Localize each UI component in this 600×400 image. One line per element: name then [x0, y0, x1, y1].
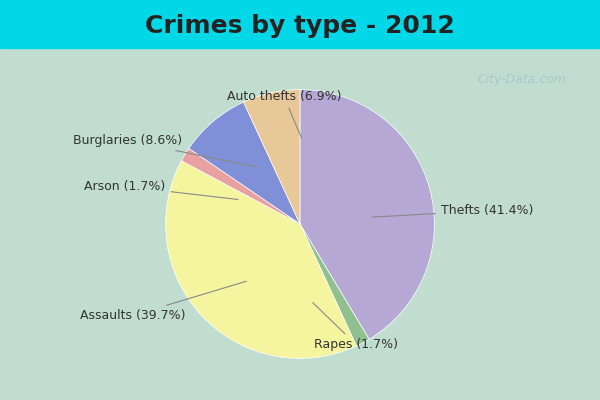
Text: Thefts (41.4%): Thefts (41.4%) — [373, 204, 533, 217]
Text: Assaults (39.7%): Assaults (39.7%) — [80, 281, 246, 322]
Text: Arson (1.7%): Arson (1.7%) — [85, 180, 238, 200]
Text: City-Data.com: City-Data.com — [478, 74, 566, 86]
Text: Auto thefts (6.9%): Auto thefts (6.9%) — [227, 90, 341, 138]
Bar — [0, 0, 600, 48]
Text: Rapes (1.7%): Rapes (1.7%) — [313, 302, 398, 352]
Wedge shape — [300, 224, 369, 346]
Wedge shape — [181, 148, 300, 224]
Wedge shape — [189, 102, 300, 224]
Bar — [0, 48, 600, 400]
Wedge shape — [300, 90, 434, 339]
Text: Crimes by type - 2012: Crimes by type - 2012 — [145, 14, 455, 38]
Text: Burglaries (8.6%): Burglaries (8.6%) — [73, 134, 257, 167]
Wedge shape — [244, 90, 300, 224]
Wedge shape — [166, 161, 356, 358]
